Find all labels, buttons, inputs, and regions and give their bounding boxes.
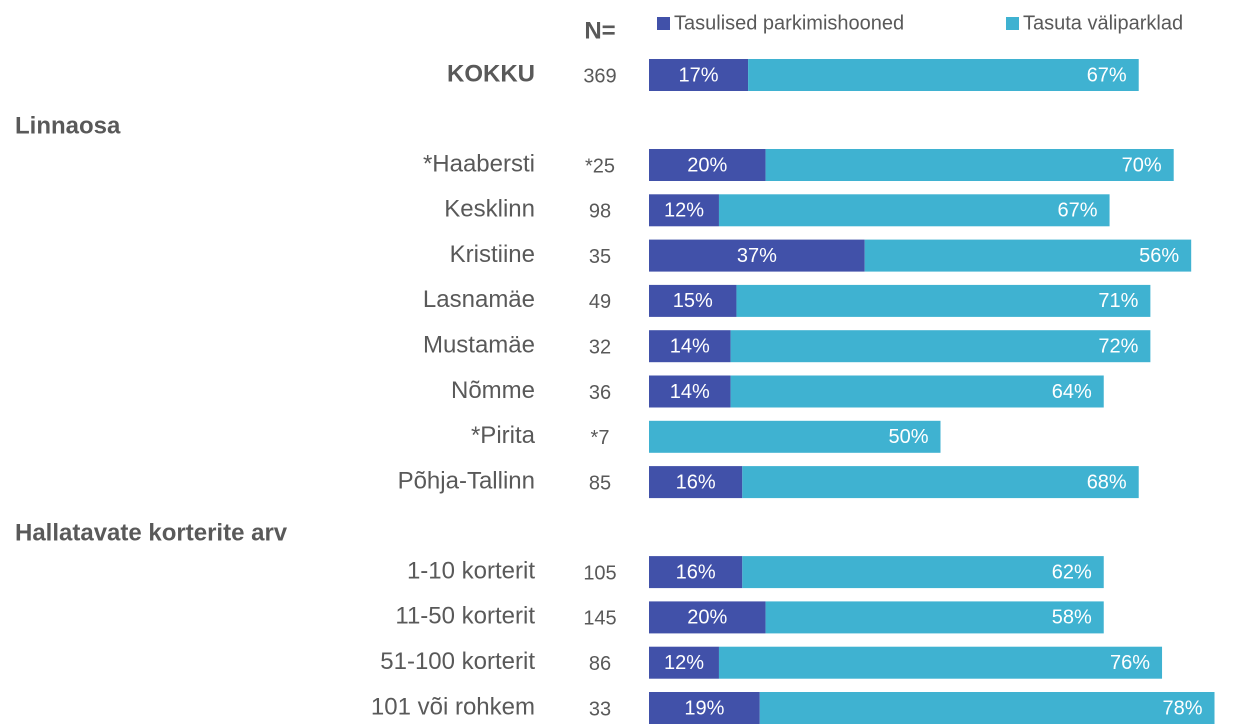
legend-label: Tasulised parkimishooned [674,12,904,34]
category-label: Kristiine [450,241,535,268]
bar-segment [765,601,1104,634]
category-label: Kesklinn [444,196,535,223]
category-label: 51-100 korterit [380,648,535,675]
category-label: *Pirita [471,422,536,449]
bar-segment [730,375,1104,408]
value-label: 71% [1098,290,1138,312]
value-label: 17% [679,64,719,86]
bar-segment [649,692,760,724]
n-value: *25 [585,155,615,177]
value-label: 68% [1087,471,1127,493]
bar-segment [649,601,766,634]
value-label: 78% [1162,697,1202,719]
n-value: 369 [583,65,616,87]
legend-label: Tasuta väliparklad [1023,12,1183,34]
category-label: KOKKU [447,60,535,87]
bar-segment [649,284,737,317]
bar-segment [736,284,1151,317]
bar-segment [649,330,731,363]
value-label: 12% [664,652,704,674]
bar-segment [742,556,1104,589]
value-label: 16% [676,561,716,583]
category-label: Mustamäe [423,332,535,359]
value-label: 50% [888,426,928,448]
group-header: Linnaosa [15,112,121,139]
n-value: 98 [589,201,611,223]
n-value: 36 [589,382,611,404]
category-label: 101 või rohkem [371,693,535,720]
category-label: Põhja-Tallinn [398,467,535,494]
n-value: 33 [589,698,611,720]
value-label: 14% [670,335,710,357]
bar-segment [649,239,865,272]
bar-segment [759,692,1215,724]
category-label: Nõmme [451,377,535,404]
n-value: 32 [589,336,611,358]
bar-segment [649,375,731,408]
n-value: 145 [583,608,616,630]
value-label: 16% [676,471,716,493]
n-value: 49 [589,291,611,313]
n-value: 85 [589,472,611,494]
category-label: 1-10 korterit [407,557,535,584]
value-label: 72% [1098,335,1138,357]
value-label: 67% [1058,200,1098,222]
value-label: 56% [1139,245,1179,267]
category-label: 11-50 korterit [395,603,535,630]
legend-swatch [657,17,670,30]
value-label: 76% [1110,652,1150,674]
value-label: 62% [1052,561,1092,583]
n-value: 86 [589,653,611,675]
bar-segment [649,194,719,227]
bar-segment [864,239,1192,272]
value-label: 67% [1087,64,1127,86]
bar-segment [649,420,941,453]
bar-segment [649,556,743,589]
value-label: 15% [673,290,713,312]
bar-segment [730,330,1151,363]
group-header: Hallatavate korterite arv [15,519,288,546]
value-label: 14% [670,381,710,403]
value-label: 70% [1122,154,1162,176]
bar-segment [649,646,719,679]
bar-segment [765,149,1174,181]
n-header: N= [584,17,615,44]
value-label: 37% [737,245,777,267]
bar-segment [649,149,766,181]
value-label: 64% [1052,381,1092,403]
n-value: *7 [591,427,610,449]
value-label: 19% [684,697,724,719]
bar-segment [649,59,749,91]
category-label: *Haabersti [423,150,535,177]
bar-segment [718,646,1163,679]
bar-segment [748,59,1139,91]
bar-segment [742,466,1139,499]
value-label: 58% [1052,607,1092,629]
category-label: Lasnamäe [423,286,535,313]
legend-swatch [1006,17,1019,30]
n-value: 35 [589,246,611,268]
value-label: 20% [687,607,727,629]
value-label: 20% [687,154,727,176]
bar-segment [718,194,1110,227]
bar-segment [649,466,743,499]
value-label: 12% [664,200,704,222]
n-value: 105 [583,562,616,584]
